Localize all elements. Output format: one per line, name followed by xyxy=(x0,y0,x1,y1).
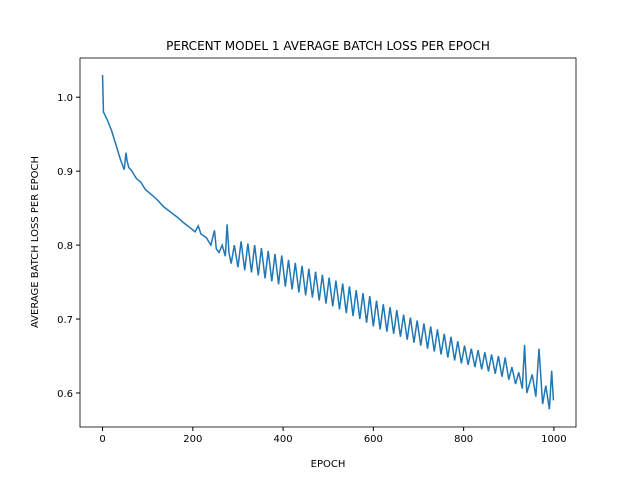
plot-frame xyxy=(79,57,577,428)
y-tick-label: 1.0 xyxy=(57,93,73,104)
chart-title: PERCENT MODEL 1 AVERAGE BATCH LOSS PER E… xyxy=(166,39,490,53)
loss-line xyxy=(101,74,555,410)
x-tick-label: 400 xyxy=(274,434,293,445)
x-tick-label: 200 xyxy=(183,434,202,445)
y-tick-label: 0.8 xyxy=(57,241,73,252)
y-axis-label: AVERAGE BATCH LOSS PER EPOCH xyxy=(30,156,41,328)
y-tick-label: 0.7 xyxy=(57,315,73,326)
x-tick-label: 600 xyxy=(364,434,383,445)
y-tick-label: 0.9 xyxy=(57,167,73,178)
x-axis-label: EPOCH xyxy=(311,459,346,470)
x-tick-label: 0 xyxy=(99,434,105,445)
y-tick-label: 0.6 xyxy=(57,389,73,400)
x-tick-label: 1000 xyxy=(541,434,566,445)
x-tick-label: 800 xyxy=(454,434,473,445)
